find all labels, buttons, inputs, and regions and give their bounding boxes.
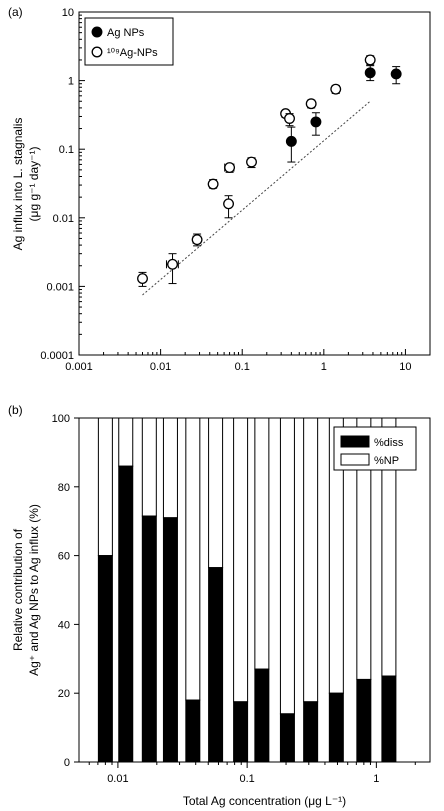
- y-tick-label: 10: [62, 7, 74, 19]
- plot-frame-a: [78, 11, 431, 356]
- point-109ag-nps: [284, 113, 295, 124]
- bar-diss: [328, 692, 344, 763]
- point-ag-nps: [390, 68, 402, 80]
- point-109ag-nps: [223, 198, 234, 210]
- x-tick-label: 0.1: [235, 361, 250, 373]
- legend-b: %diss %NP: [333, 426, 417, 471]
- x-tick-label: 0.01: [107, 773, 128, 785]
- legend-marker: [91, 26, 103, 38]
- bar-np: [162, 417, 178, 519]
- bar-diss: [254, 668, 270, 763]
- point-109ag-nps: [305, 98, 317, 110]
- bar-np: [208, 417, 224, 569]
- bar-np: [254, 417, 270, 670]
- legend-label: %diss: [374, 437, 404, 449]
- bar-diss: [303, 701, 319, 763]
- point-ag-nps: [364, 67, 376, 79]
- x-tick-label: 0.1: [239, 773, 254, 785]
- legend-label: %NP: [374, 455, 399, 467]
- y-tick-label: 1: [68, 76, 74, 88]
- legend-label: ¹⁰⁹Ag-NPs: [107, 47, 158, 59]
- x-axis-label: Total Ag concentration (μg L⁻¹): [183, 794, 346, 808]
- y-tick-label: 0.0001: [40, 350, 74, 362]
- point-109ag-nps: [167, 258, 178, 270]
- panel-label-a: (a): [8, 5, 23, 19]
- point-109ag-nps: [137, 273, 148, 285]
- bar-np: [185, 417, 201, 701]
- bar-np: [141, 417, 157, 517]
- bar-np: [233, 417, 249, 703]
- bar-np: [279, 417, 295, 715]
- y-tick-label: 0.001: [46, 281, 74, 293]
- y-tick-label: 20: [58, 688, 70, 700]
- legend-box-a: [84, 17, 174, 66]
- y-axis-label-b-line1: Relative contribution of: [11, 528, 25, 651]
- bar-np: [303, 417, 319, 703]
- bar-diss: [141, 515, 157, 763]
- bar-np: [97, 417, 113, 557]
- bar-np: [118, 417, 134, 467]
- point-109ag-nps: [330, 83, 342, 95]
- x-tick-label: 0.01: [150, 361, 171, 373]
- point-109ag-nps: [191, 234, 203, 246]
- x-tick-label: 10: [399, 361, 411, 373]
- legend-swatch: [340, 453, 370, 466]
- bar-diss: [118, 465, 134, 763]
- bar-diss: [233, 701, 249, 763]
- y-tick-label: 100: [52, 413, 70, 425]
- panel-label-b: (b): [8, 403, 23, 417]
- x-tick-label: 0.001: [65, 361, 93, 373]
- bar-diss: [279, 713, 295, 763]
- x-tick-label: 1: [373, 773, 379, 785]
- legend-label: Ag NPs: [107, 27, 145, 39]
- y-tick-label: 60: [58, 551, 70, 563]
- point-ag-nps: [310, 116, 322, 128]
- y-tick-label: 0: [64, 757, 70, 769]
- bar-diss: [162, 517, 178, 763]
- point-109ag-nps: [364, 54, 376, 66]
- point-109ag-nps: [224, 162, 236, 174]
- bar-diss: [97, 555, 113, 763]
- legend-a: Ag NPs ¹⁰⁹Ag-NPs: [84, 17, 174, 66]
- y-tick-label: 0.01: [53, 213, 74, 225]
- point-109ag-nps: [207, 178, 219, 190]
- y-axis-label-a-line1: Ag influx into L. stagnalis: [11, 118, 25, 251]
- legend-swatch: [340, 435, 370, 448]
- y-tick-label: 40: [58, 619, 70, 631]
- reference-line: [142, 100, 371, 296]
- y-axis-label-a-line2: (μg g⁻¹ day⁻¹): [27, 147, 41, 222]
- point-109ag-nps: [246, 156, 257, 168]
- bar-diss: [356, 678, 372, 763]
- x-tick-label: 1: [321, 361, 327, 373]
- bar-diss: [208, 567, 224, 763]
- y-tick-label: 80: [58, 482, 70, 494]
- point-ag-nps: [285, 135, 297, 147]
- bar-diss: [381, 675, 397, 763]
- y-tick-label: 0.1: [59, 144, 74, 156]
- y-axis-label-b-line2: Ag⁺ and Ag NPs to Ag influx (%): [27, 504, 41, 676]
- legend-marker: [91, 46, 103, 58]
- bar-diss: [185, 699, 201, 763]
- panel-b: 0.01 0.1 1 0 20 40 60 80 100 Relative contributio…: [8, 403, 431, 808]
